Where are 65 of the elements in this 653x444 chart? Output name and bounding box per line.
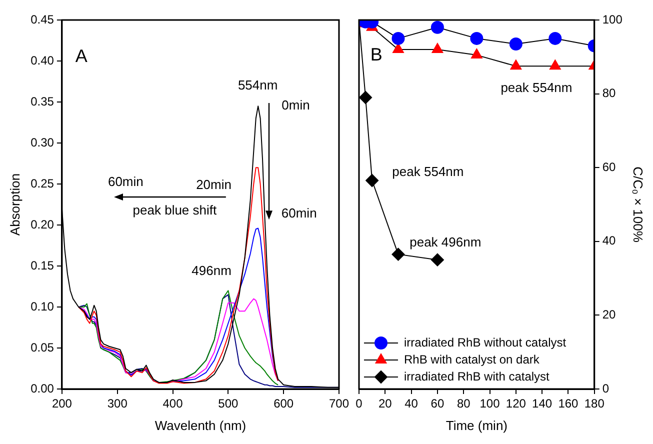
y2-tick-label: 80 (602, 86, 616, 100)
x-tick-label: 300 (107, 396, 128, 411)
y-tick-label: 0.00 (30, 381, 54, 396)
y2-axis-title: C/C₀ × 100% (630, 166, 646, 243)
y-tick-label: 0.40 (30, 53, 54, 68)
point (470, 48, 482, 59)
point (359, 90, 372, 104)
y2-tick-label: 20 (602, 308, 616, 322)
y-tick-label: 0.35 (30, 94, 54, 108)
legend-label: irradiated RhB without catalyst (404, 335, 567, 350)
y2-tick-label: 100 (602, 12, 623, 26)
x-axis-title: Wavelenth (nm) (154, 418, 246, 433)
point (470, 32, 484, 45)
point (509, 37, 522, 50)
x-tick-label: 600 (274, 396, 294, 411)
y2-tick-label: 60 (602, 160, 616, 174)
annotation: 0min (282, 98, 310, 113)
point (430, 20, 444, 34)
x-tick-label: 400 (162, 396, 184, 411)
x-tick-label: 60 (430, 396, 444, 411)
y-tick-label: 0.45 (30, 12, 54, 26)
x-tick-label: 80 (456, 396, 471, 411)
x-tick-label: 40 (404, 396, 418, 411)
point (548, 32, 562, 45)
annotation: 60min (281, 206, 317, 221)
x-tick-label: 160 (558, 396, 579, 411)
point (392, 248, 405, 261)
annotation: 60min (108, 174, 144, 189)
x-tick-label: 0 (356, 396, 363, 411)
y-tick-label: 0.15 (30, 258, 54, 272)
y-tick-label: 0.10 (30, 299, 54, 314)
legend-label: irradiated RhB with catalyst (404, 369, 550, 384)
annotation: 496nm (192, 262, 232, 278)
y-tick-label: 0.25 (30, 176, 54, 190)
y-tick-label: 0.05 (30, 340, 54, 354)
x-tick-label: 100 (480, 396, 500, 411)
x-tick-label: 700 (328, 396, 350, 411)
y-tick-label: 0.20 (30, 217, 54, 232)
point (392, 32, 405, 45)
x-tick-label: 120 (506, 396, 526, 411)
x-tick-label: 140 (532, 396, 552, 411)
point (510, 60, 522, 70)
y-tick-label: 0.30 (30, 135, 54, 150)
y-axis-title: Absorption (7, 173, 22, 236)
annotation: 554nm (238, 77, 278, 92)
y2-tick-label: 40 (602, 234, 616, 248)
annotation: 20min (196, 176, 232, 192)
point (392, 43, 404, 54)
annotation: peak 496nm (410, 234, 482, 250)
annotation: A (75, 46, 88, 66)
annotation: peak 554nm (392, 164, 464, 179)
point (430, 253, 444, 266)
x-tick-label: 500 (218, 396, 239, 411)
annotation: peak blue shift (132, 202, 218, 218)
x-tick-label: 180 (584, 396, 605, 411)
x-tick-label: 200 (52, 396, 72, 411)
x-axis-title: Time (min) (446, 418, 508, 433)
y2-tick-label: 0 (602, 381, 610, 396)
legend-label: RhB with catalyst on dark (404, 352, 540, 366)
annotation: peak 554nm (500, 80, 572, 95)
x-tick-label: 20 (378, 396, 392, 411)
point (366, 174, 379, 188)
annotation: B (370, 44, 382, 64)
point (549, 60, 561, 70)
point (432, 43, 444, 54)
